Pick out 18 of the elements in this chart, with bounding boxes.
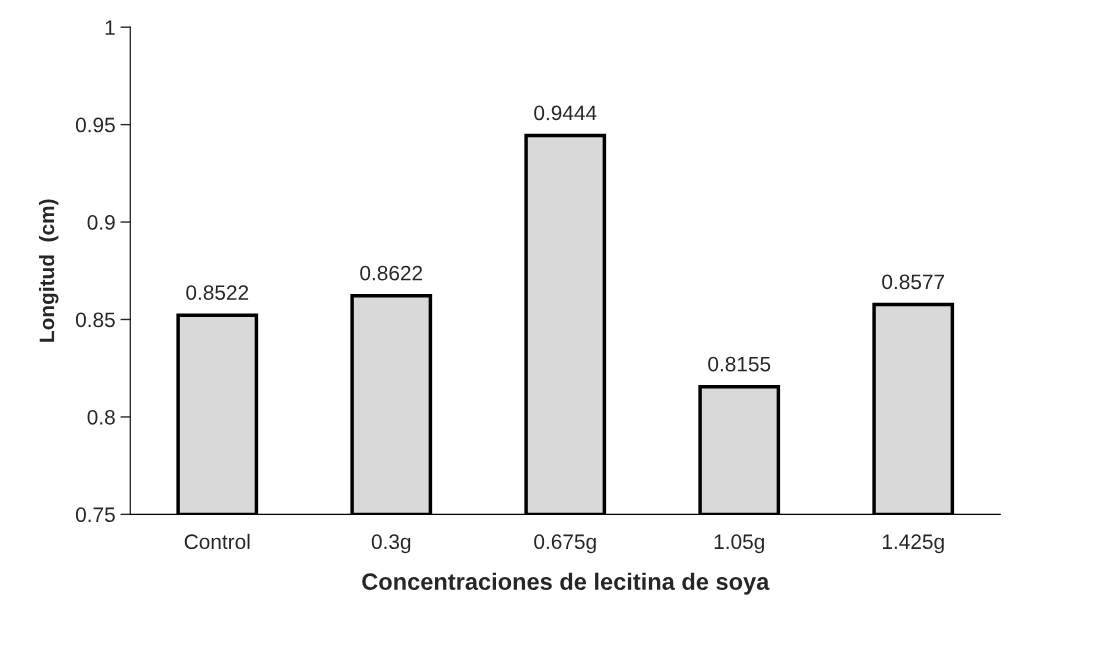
- x-tick-label: Control: [184, 533, 250, 550]
- x-tick-label: 0.675g: [534, 534, 596, 554]
- y-tick-label: 1: [105, 20, 115, 35]
- x-tick-label: 1.425g: [882, 534, 944, 554]
- y-tick-label: 0.75: [75, 507, 115, 523]
- x-axis-title: Concentraciones de lecitina de soya: [362, 572, 770, 595]
- y-tick-label: 0.85: [75, 312, 115, 328]
- y-tick-label: 0.95: [75, 117, 115, 133]
- y-tick-label: 0.8: [87, 409, 115, 425]
- y-axis-title: Longitud (cm): [38, 199, 59, 342]
- data-label: 0.8577: [882, 274, 945, 290]
- x-tick-label: 1.05g: [714, 534, 764, 554]
- data-label: 0.8622: [360, 265, 423, 281]
- y-tick-label: 0.9: [87, 215, 115, 230]
- data-label: 0.8155: [708, 356, 771, 372]
- x-tick-label: 0.3g: [371, 534, 411, 554]
- data-label: 0.9444: [534, 105, 597, 121]
- data-label: 0.8522: [186, 285, 249, 300]
